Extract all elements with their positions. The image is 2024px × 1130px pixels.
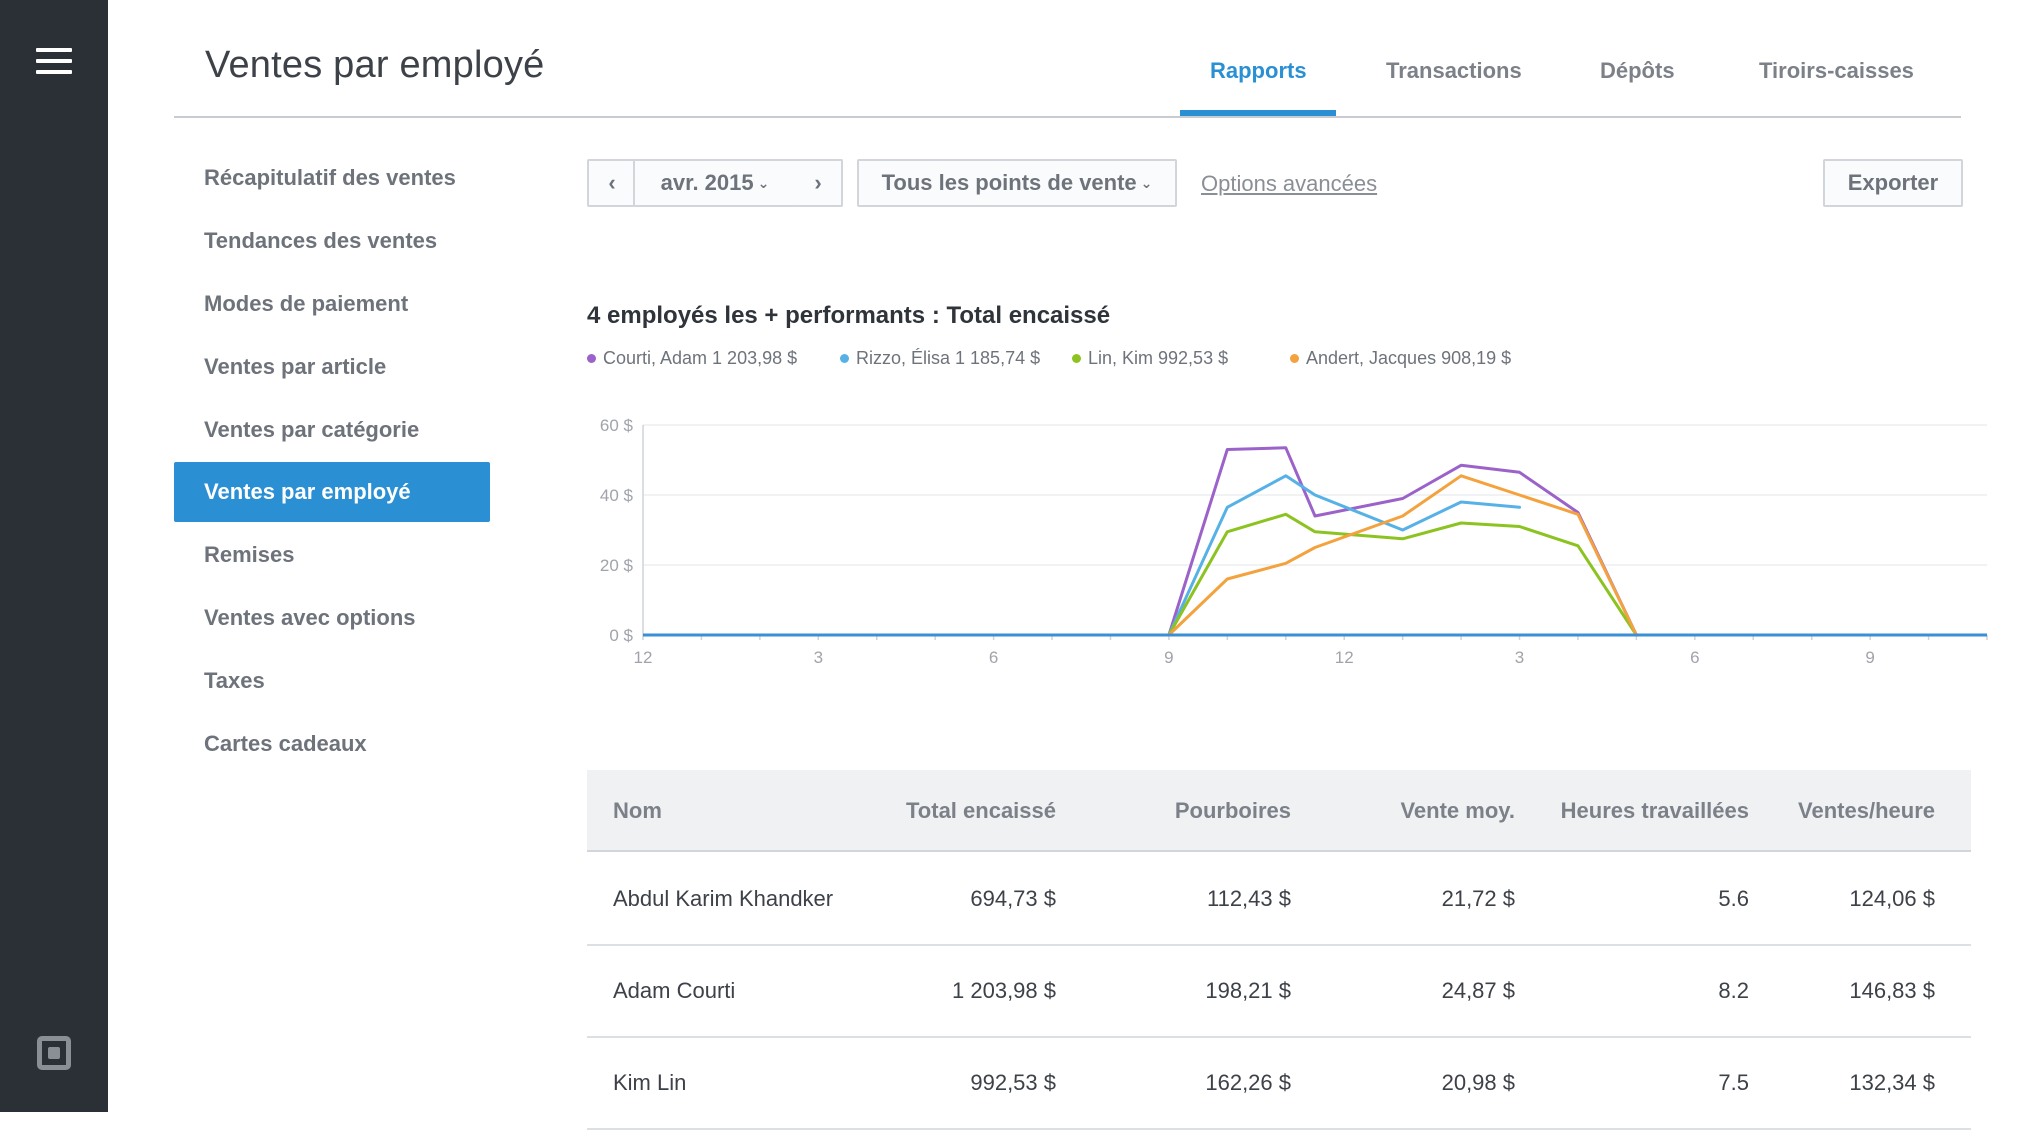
y-tick-label: 0 $ [609,626,633,645]
x-tick-label: 9 [1164,648,1173,667]
chevron-down-icon: ⌄ [1140,175,1153,191]
tab-depots[interactable]: Dépôts [1600,58,1675,83]
left-rail [0,0,108,1112]
hamburger-menu-icon[interactable] [36,48,72,74]
col-header-total[interactable]: Total encaissé [906,798,1056,823]
chevron-right-icon: › [814,170,822,195]
cell-avg-sale: 24,87 $ [1441,978,1515,1003]
location-select[interactable]: Tous les points de vente ⌄ [857,159,1177,207]
tab-rapports[interactable]: Rapports [1210,58,1307,83]
legend-item-lin[interactable]: Lin, Kim 992,53 $ [1072,348,1228,369]
table-row[interactable]: Abdul Karim Khandker 694,73 $ 112,43 $ 2… [587,854,1971,946]
nav-item-recapitulatif[interactable]: Récapitulatif des ventes [204,165,456,190]
nav-item-ventes-options[interactable]: Ventes avec options [204,605,416,630]
x-tick-label: 3 [814,648,823,667]
col-header-heures[interactable]: Heures travaillées [1560,798,1749,823]
cell-sales-per-hour: 124,06 $ [1849,886,1935,911]
previous-month-button[interactable]: ‹ [587,159,635,207]
nav-item-ventes-employe[interactable]: Ventes par employé [174,462,490,522]
x-tick-label: 3 [1515,648,1524,667]
cell-sales-per-hour: 132,34 $ [1849,1070,1935,1095]
col-header-pourboires[interactable]: Pourboires [1174,798,1291,823]
page-title: Ventes par employé [205,44,545,86]
active-tab-indicator [1180,110,1336,118]
table-header: Nom Total encaissé Pourboires Vente moy.… [587,770,1971,852]
sales-line-chart: 60 $40 $20 $0 $12 3 6 9 12 3 6 9 [600,416,1988,667]
header-divider [174,116,1961,118]
legend-item-courti[interactable]: Courti, Adam 1 203,98 $ [587,348,797,369]
y-tick-label: 20 $ [600,556,634,575]
y-tick-label: 60 $ [600,416,634,435]
cell-tips: 112,43 $ [1206,886,1291,911]
chevron-left-icon: ‹ [608,170,616,195]
nav-item-tendances[interactable]: Tendances des ventes [204,228,438,253]
month-select[interactable]: avr. 2015 ⌄ [633,159,797,207]
x-tick-label: 9 [1865,648,1874,667]
y-tick-label: 40 $ [600,486,634,505]
chevron-down-icon: ⌄ [757,175,770,191]
cell-hours: 8.2 [1718,978,1749,1003]
legend-item-andert[interactable]: Andert, Jacques 908,19 $ [1290,348,1511,369]
cell-name: Adam Courti [613,978,736,1003]
export-button[interactable]: Exporter [1823,159,1963,207]
nav-item-taxes[interactable]: Taxes [204,668,265,693]
advanced-options-link[interactable]: Options avancées [1201,171,1378,196]
cell-avg-sale: 20,98 $ [1441,1070,1515,1095]
legend-item-rizzo[interactable]: Rizzo, Élisa 1 185,74 $ [840,348,1040,369]
table-row[interactable]: Kim Lin 992,53 $ 162,26 $ 20,98 $ 7.5 13… [587,1038,1971,1130]
cell-total: 992,53 $ [970,1070,1056,1095]
cell-avg-sale: 21,72 $ [1441,886,1515,911]
location-label: Tous les points de vente [881,170,1137,195]
square-logo-icon[interactable] [37,1036,71,1070]
tab-tiroirs-caisses[interactable]: Tiroirs-caisses [1759,58,1914,83]
cell-name: Kim Lin [613,1070,687,1095]
nav-item-cartes-cadeaux[interactable]: Cartes cadeaux [204,731,367,756]
col-header-nom[interactable]: Nom [613,798,662,823]
nav-item-ventes-article[interactable]: Ventes par article [204,354,387,379]
x-tick-label: 12 [634,648,653,667]
cell-total: 694,73 $ [970,886,1056,911]
table-row[interactable]: Adam Courti 1 203,98 $ 198,21 $ 24,87 $ … [587,946,1971,1038]
x-tick-label: 6 [1690,648,1699,667]
series-line-2 [1167,512,1638,637]
cell-tips: 198,21 $ [1205,978,1291,1003]
cell-sales-per-hour: 146,83 $ [1849,978,1935,1003]
month-label: avr. 2015 [660,170,754,195]
nav-item-remises[interactable]: Remises [204,542,295,567]
series-line-0 [1167,446,1638,637]
col-header-vente-moy[interactable]: Vente moy. [1400,798,1515,823]
next-month-button[interactable]: › [795,159,843,207]
chart-title: 4 employés les + performants : Total enc… [587,302,1111,329]
series-line-3 [1167,474,1638,637]
nav-item-ventes-categorie[interactable]: Ventes par catégorie [204,417,420,442]
series-line-1 [1167,474,1521,637]
tab-transactions[interactable]: Transactions [1386,58,1522,83]
cell-tips: 162,26 $ [1205,1070,1291,1095]
col-header-ventes-heure[interactable]: Ventes/heure [1798,798,1935,823]
cell-hours: 5.6 [1718,886,1749,911]
cell-name: Abdul Karim Khandker [613,886,834,911]
nav-item-modes-paiement[interactable]: Modes de paiement [204,291,409,316]
cell-total: 1 203,98 $ [952,978,1056,1003]
cell-hours: 7.5 [1718,1070,1749,1095]
x-tick-label: 6 [989,648,998,667]
x-tick-label: 12 [1335,648,1354,667]
